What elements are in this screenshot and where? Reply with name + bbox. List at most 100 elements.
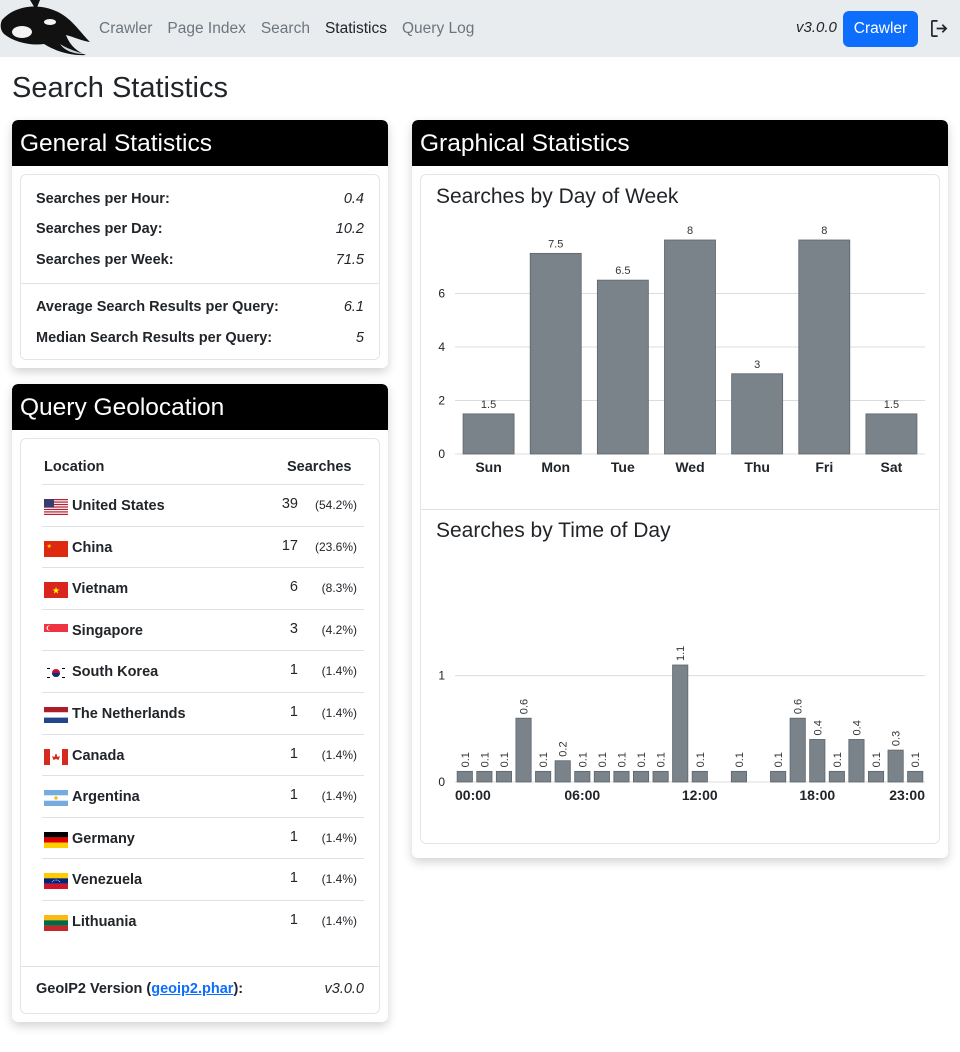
chart-searches-by-day-of-week: 0 2 4 6 1.5 Sun 7.5 Mon 6.5 Tue 8 Wed 3 Thu 8 Fri 1.5 Sat	[438, 225, 925, 475]
flag-ca-icon	[44, 748, 68, 765]
bar-hour-5	[554, 760, 571, 783]
x-tick-label: Mon	[541, 459, 570, 475]
bar-value-label: 0.1	[773, 752, 785, 767]
bar-hour-0	[456, 770, 473, 783]
bar-hour-23	[907, 770, 924, 783]
crawler-button[interactable]: Crawler	[843, 11, 918, 47]
geo-row-ve: Venezuela 1 (1.4%)	[42, 858, 364, 900]
stat-value: 6.1	[343, 299, 364, 315]
bar-hour-7	[593, 770, 610, 783]
search-percent: (23.6%)	[314, 539, 357, 554]
x-tick-label: Wed	[675, 459, 704, 475]
bar-value-label: 1.1	[675, 646, 687, 661]
flag-de-icon	[44, 831, 68, 848]
country-name: Canada	[72, 747, 125, 764]
bar-value-label: 0.1	[479, 752, 491, 767]
x-tick-label: Tue	[611, 459, 635, 475]
geo-row-vn: ★ Vietnam 6 (8.3%)	[42, 567, 364, 609]
x-tick-label: Fri	[815, 459, 833, 475]
bar-value-label: 0.1	[871, 752, 883, 767]
bar-value-label: 7.5	[548, 238, 563, 250]
stat-label: Searches per Day:	[36, 221, 163, 237]
bar-value-label: 0.6	[519, 699, 531, 714]
bar-hour-18	[809, 739, 826, 783]
country-name: Venezuela	[72, 872, 143, 889]
search-percent: (1.4%)	[321, 872, 357, 887]
divider	[421, 509, 939, 510]
bar-hour-2	[495, 770, 512, 783]
search-count: 1	[289, 704, 298, 720]
bar-hour-11	[672, 664, 689, 783]
geoip-suffix: ):	[233, 981, 244, 997]
x-tick-label: 18:00	[799, 787, 835, 803]
query-geolocation-card: Query Geolocation Location Searches Unit…	[12, 384, 388, 1022]
flag-cn-icon: ★	[44, 540, 68, 557]
x-tick-label: 00:00	[455, 787, 491, 803]
y-tick-label: 2	[438, 394, 445, 408]
flag-vn-icon: ★	[44, 582, 68, 599]
main-nav: Crawler Page Index Search Statistics Que…	[99, 20, 474, 38]
divider	[21, 283, 379, 284]
general-statistics-header: General Statistics	[12, 120, 388, 166]
general-statistics-body: Searches per Hour: 0.4 Searches per Day:…	[20, 174, 380, 360]
search-count: 3	[289, 620, 298, 637]
flag-ar-icon	[44, 790, 68, 807]
bar-hour-8	[613, 770, 630, 783]
bar-value-label: 6.5	[615, 265, 630, 277]
search-count: 6	[289, 579, 298, 596]
flag-us-icon	[44, 499, 68, 515]
geoip-version-value: v3.0.0	[324, 981, 365, 997]
y-tick-label: 0	[438, 447, 445, 461]
version-label: v3.0.0	[796, 19, 837, 36]
geo-row-kr: South Korea 1 (1.4%)	[42, 650, 364, 692]
bar-value-label: 0.3	[891, 731, 903, 746]
geo-row-sg: Singapore 3 (4.2%)	[42, 608, 364, 651]
country-name: The Netherlands	[72, 706, 186, 722]
y-tick-label: 4	[438, 340, 445, 354]
orca-logo[interactable]	[0, 0, 92, 57]
nav-link-crawler[interactable]: Crawler	[99, 20, 153, 37]
nav-link-page-index[interactable]: Page Index	[167, 20, 246, 37]
bar-value-label: 8	[687, 225, 693, 237]
x-tick-label: 23:00	[889, 787, 925, 803]
geo-row-cn: ★ China 17 (23.6%)	[42, 525, 364, 568]
stat-label: Searches per Hour:	[36, 191, 170, 207]
bar-hour-14	[730, 770, 747, 783]
country-name: China	[72, 539, 113, 556]
bar-hour-12	[691, 770, 708, 783]
flag-lt-icon	[44, 915, 68, 931]
geoip-prefix: GeoIP2 Version (	[36, 981, 152, 997]
bar-tue	[596, 279, 649, 455]
stat-value: 71.5	[335, 252, 364, 268]
chart-title-day-of-week: Searches by Day of Week	[436, 185, 679, 208]
search-count: 1	[289, 870, 298, 887]
search-count: 1	[289, 745, 298, 762]
bar-hour-20	[848, 739, 865, 783]
bar-wed	[664, 239, 716, 455]
bar-hour-21	[868, 770, 885, 783]
search-count: 1	[289, 912, 298, 928]
search-percent: (4.2%)	[321, 622, 357, 637]
bar-value-label: 0.1	[499, 752, 511, 767]
bar-value-label: 0.1	[460, 752, 472, 767]
bar-value-label: 0.1	[616, 752, 628, 767]
bar-hour-17	[789, 717, 806, 783]
stat-value: 10.2	[335, 221, 364, 237]
x-tick-label: 06:00	[564, 787, 600, 803]
flag-kr-icon	[44, 665, 68, 682]
country-name: Vietnam	[72, 581, 129, 598]
search-percent: (1.4%)	[321, 914, 357, 928]
flag-sg-icon	[44, 623, 68, 640]
geoip-link[interactable]: geoip2.phar	[151, 981, 234, 997]
bar-value-label: 3	[754, 359, 760, 371]
nav-link-statistics[interactable]: Statistics	[324, 20, 387, 37]
column-header-searches: Searches	[287, 459, 352, 475]
logout-icon[interactable]	[930, 19, 949, 38]
geoip-version-label: GeoIP2 Version (geoip2.phar):	[36, 981, 243, 997]
graphical-statistics-body: Searches by Day of Week 0 2 4 6 1.5 Sun 7.5 Mon…	[420, 174, 940, 844]
bar-hour-10	[652, 770, 669, 783]
search-count: 17	[281, 537, 298, 554]
nav-link-search[interactable]: Search	[260, 20, 310, 37]
graphical-statistics-header: Graphical Statistics	[412, 120, 948, 166]
nav-link-query-log[interactable]: Query Log	[401, 20, 475, 37]
